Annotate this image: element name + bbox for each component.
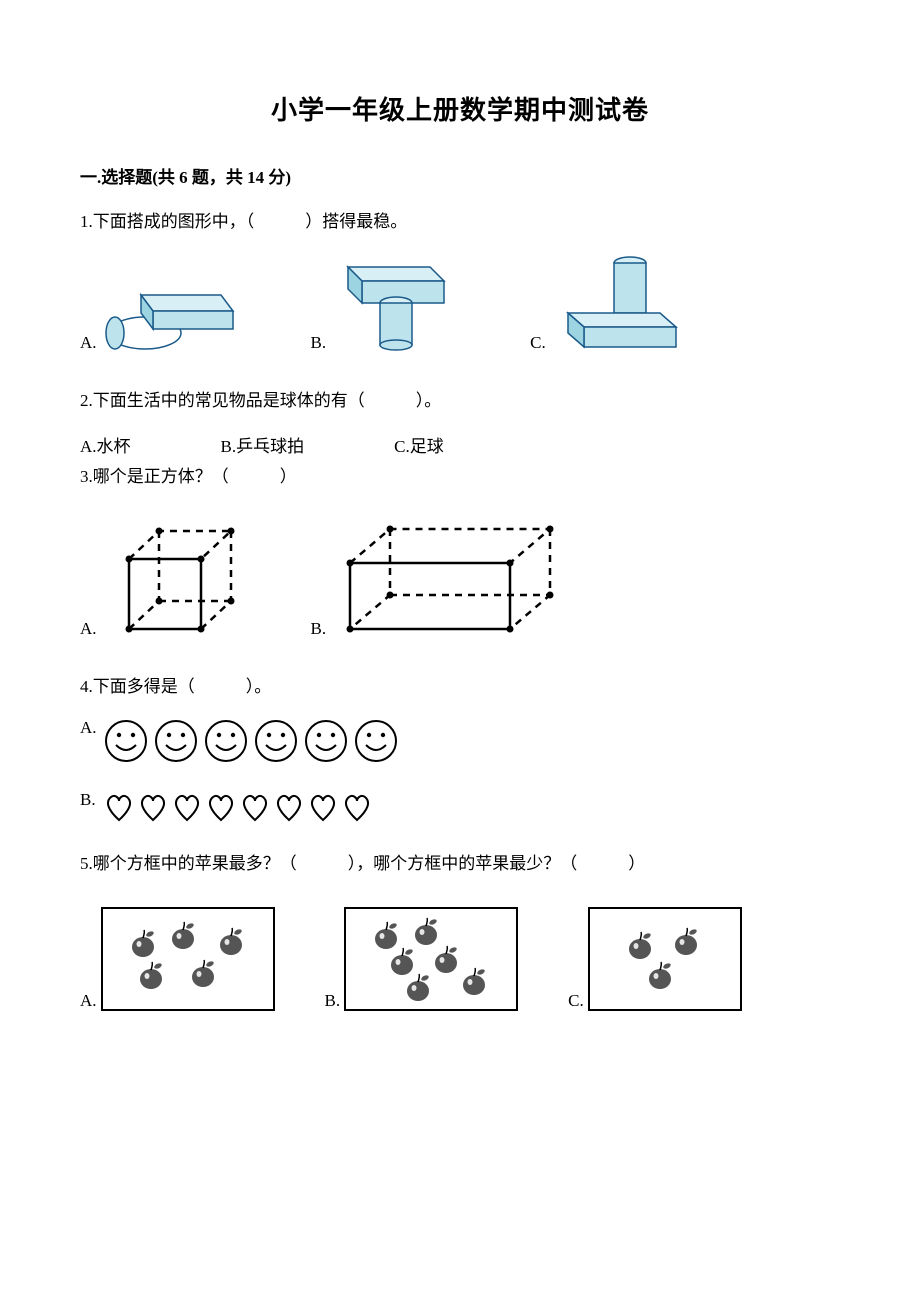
q4-smiley-container [103, 718, 399, 764]
q5-boxC-icon [588, 907, 742, 1011]
q5-optA-label: A. [80, 991, 97, 1011]
section-1-heading: 一.选择题(共 6 题，共 14 分) [80, 163, 840, 188]
q3-figA-cube-icon [101, 519, 241, 639]
q1-figC-icon [550, 253, 690, 353]
q3-figB-cuboid-icon [330, 519, 570, 639]
q1-optA-label: A. [80, 333, 97, 353]
q1-text: 1.下面搭成的图形中，（ ）搭得最稳。 [80, 208, 840, 235]
q2-optC: C.足球 [394, 432, 444, 457]
q4-option-a: A. [80, 718, 840, 764]
smiley-icon [203, 718, 249, 764]
q1-option-c: C. [530, 253, 690, 353]
q5-text: 5.哪个方框中的苹果最多？（ ），哪个方框中的苹果最少？（ ） [80, 850, 840, 877]
q4-optA-label: A. [80, 718, 97, 738]
smiley-icon [253, 718, 299, 764]
heart-icon [102, 790, 136, 824]
q5-optB-label: B. [325, 991, 341, 1011]
q3-options: A. B. [80, 519, 840, 639]
q3-optA-label: A. [80, 619, 97, 639]
q5-boxA-icon [101, 907, 275, 1011]
q1-optC-label: C. [530, 333, 546, 353]
heart-icon [238, 790, 272, 824]
smiley-icon [103, 718, 149, 764]
q4-text: 4.下面多得是（ ）。 [80, 673, 840, 700]
q4-optB-label: B. [80, 790, 96, 810]
q3-option-a: A. [80, 519, 241, 639]
q1-option-a: A. [80, 263, 241, 353]
q1-options: A. B. C. [80, 253, 840, 353]
q5-option-c: C. [568, 907, 742, 1011]
q1-option-b: B. [311, 253, 461, 353]
heart-icon [204, 790, 238, 824]
heart-icon [272, 790, 306, 824]
smiley-icon [353, 718, 399, 764]
q4-heart-container [102, 790, 374, 824]
heart-icon [306, 790, 340, 824]
exam-page: 小学一年级上册数学期中测试卷 一.选择题(共 6 题，共 14 分) 1.下面搭… [0, 0, 920, 1302]
q2-optA: A.水杯 [80, 432, 131, 457]
q3-option-b: B. [311, 519, 571, 639]
smiley-icon [303, 718, 349, 764]
q2-optB: B.乒乓球拍 [221, 432, 305, 457]
heart-icon [170, 790, 204, 824]
heart-icon [136, 790, 170, 824]
q3-optB-label: B. [311, 619, 327, 639]
q1-figA-icon [101, 263, 241, 353]
q5-option-b: B. [325, 907, 519, 1011]
q1-optB-label: B. [311, 333, 327, 353]
q5-optC-label: C. [568, 991, 584, 1011]
q4-option-b: B. [80, 790, 840, 824]
q3-text: 3.哪个是正方体？（ ） [80, 463, 840, 490]
q1-figB-icon [330, 253, 460, 353]
q2-options: A.水杯 B.乒乓球拍 C.足球 [80, 432, 840, 457]
q2-text: 2.下面生活中的常见物品是球体的有（ ）。 [80, 387, 840, 414]
heart-icon [340, 790, 374, 824]
page-title: 小学一年级上册数学期中测试卷 [80, 90, 840, 127]
q5-option-a: A. [80, 907, 275, 1011]
smiley-icon [153, 718, 199, 764]
q5-options: A. B. C. [80, 907, 840, 1011]
q5-boxB-icon [344, 907, 518, 1011]
